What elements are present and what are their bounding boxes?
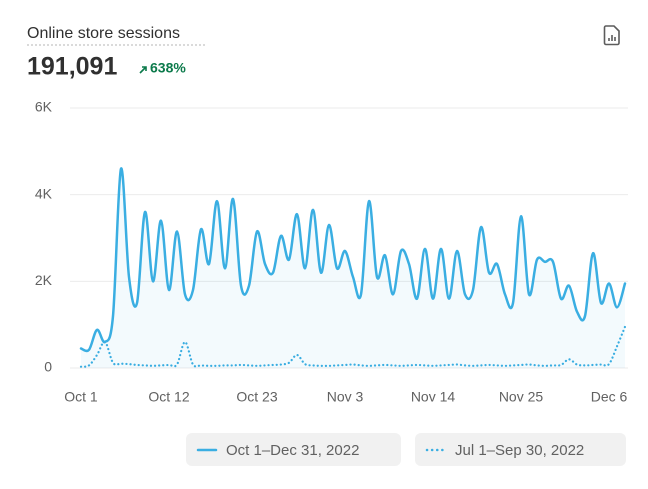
x-tick-label: Nov 3 xyxy=(327,389,364,405)
legend-label: Oct 1–Dec 31, 2022 xyxy=(226,442,359,459)
y-tick-label: 4K xyxy=(35,185,53,201)
x-tick-label: Oct 1 xyxy=(64,389,98,405)
y-tick-label: 2K xyxy=(35,272,53,288)
y-tick-label: 0 xyxy=(44,359,52,375)
series-line xyxy=(79,325,627,368)
x-tick-label: Nov 25 xyxy=(499,389,544,405)
total: 191,091 xyxy=(27,53,117,81)
x-tick-label: Nov 14 xyxy=(411,389,456,405)
x-axis-labels: Oct 1 Oct 12 Oct 23 Nov 3 Nov 14 Nov 25 Dec 6 xyxy=(64,389,627,405)
change: 638% xyxy=(150,60,186,76)
chart-title: Online store sessions xyxy=(27,25,180,42)
x-tick-label: Oct 23 xyxy=(236,389,277,405)
y-tick-label: 6K xyxy=(35,99,53,115)
x-tick-label: Dec 6 xyxy=(591,389,628,405)
report-icon[interactable] xyxy=(603,25,620,46)
legend-label: Jul 1–Sep 30, 2022 xyxy=(455,442,584,459)
area-fill xyxy=(81,168,625,368)
legend-box[interactable] xyxy=(415,433,626,466)
x-tick-label: Oct 12 xyxy=(148,389,189,405)
trend-arrow xyxy=(139,66,147,74)
legend-box[interactable] xyxy=(186,433,401,466)
series-line xyxy=(79,167,627,353)
